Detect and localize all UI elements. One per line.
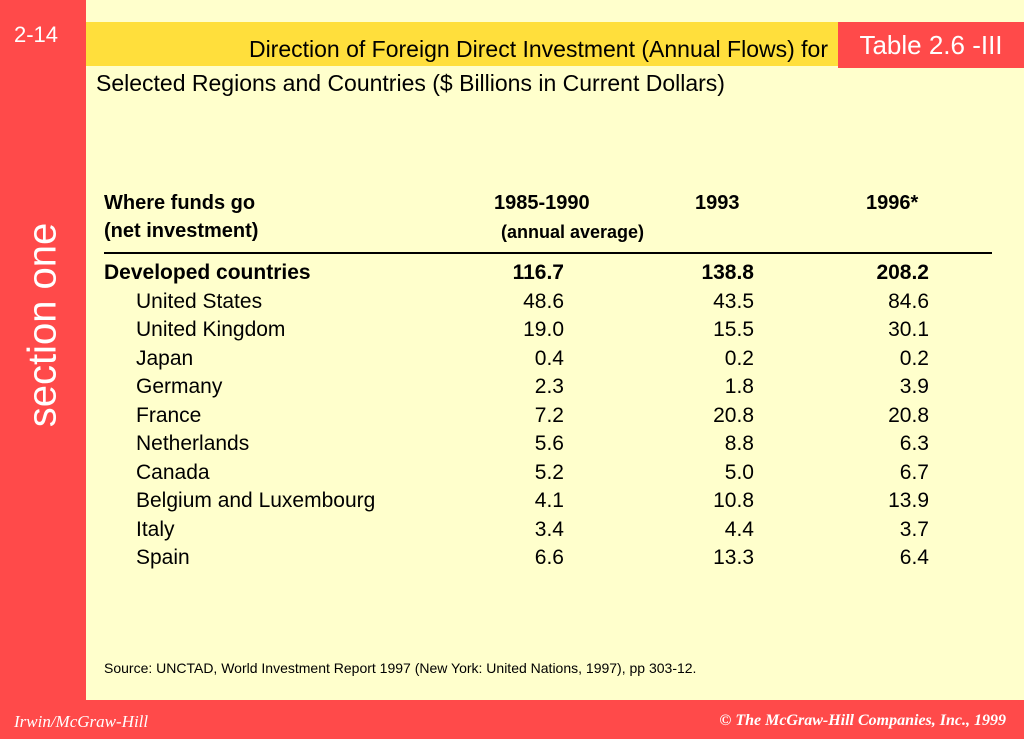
row-value-1996: 13.9 bbox=[888, 489, 929, 512]
row-name: Belgium and Luxembourg bbox=[136, 489, 376, 512]
copyright-right: © The McGraw-Hill Companies, Inc., 1999 bbox=[719, 712, 1006, 729]
table-row: Canada 5.2 5.0 6.7 bbox=[104, 461, 994, 490]
header-rule bbox=[104, 252, 992, 254]
header-where-funds-go: Where funds go bbox=[104, 192, 256, 214]
row-value-1996: 20.8 bbox=[888, 403, 929, 427]
row-value-1993: 15.5 bbox=[713, 318, 754, 341]
table-row: Italy 3.4 4.4 3.7 bbox=[104, 518, 994, 547]
row-value-1993: 0.2 bbox=[724, 346, 754, 370]
row-value-1985-1990: 4.1 bbox=[534, 489, 564, 512]
section-label: section one bbox=[20, 222, 65, 428]
row-value-1996: 84.6 bbox=[888, 289, 929, 313]
source-note: Source: UNCTAD, World Investment Report … bbox=[104, 660, 697, 676]
row-value-1996: 0.2 bbox=[899, 346, 929, 370]
table-row: France 7.2 20.8 20.8 bbox=[104, 404, 994, 433]
header-1985-1990: 1985-1990 bbox=[494, 192, 590, 214]
table-row: Developed countries 116.7 138.8 208.2 bbox=[104, 261, 994, 290]
table-row: Netherlands 5.6 8.8 6.3 bbox=[104, 432, 994, 461]
table-row: United States 48.6 43.5 84.6 bbox=[104, 290, 994, 319]
row-value-1996: 30.1 bbox=[888, 318, 929, 341]
row-value-1993: 13.3 bbox=[713, 546, 754, 569]
row-name: Spain bbox=[136, 546, 190, 569]
table-body: Developed countries 116.7 138.8 208.2 Un… bbox=[104, 261, 994, 575]
row-name: Japan bbox=[136, 346, 194, 370]
row-value-1985-1990: 48.6 bbox=[523, 289, 564, 313]
table-row: United Kingdom 19.0 15.5 30.1 bbox=[104, 318, 994, 347]
title-line-2: Selected Regions and Countries ($ Billio… bbox=[96, 70, 725, 96]
row-name: France bbox=[136, 403, 202, 427]
left-sidebar-bar bbox=[0, 0, 86, 739]
footer-bar bbox=[0, 700, 1024, 739]
row-name: Netherlands bbox=[136, 432, 250, 455]
row-name: Developed countries bbox=[104, 261, 311, 284]
row-value-1993: 4.4 bbox=[724, 517, 754, 541]
content-background bbox=[86, 0, 1024, 700]
row-value-1985-1990: 6.6 bbox=[534, 546, 564, 569]
publisher-left: Irwin/McGraw-Hill bbox=[14, 712, 149, 731]
header-1993: 1993 bbox=[695, 192, 740, 214]
fdi-table: Where funds go (net investment) 1985-199… bbox=[104, 192, 994, 569]
row-name: Italy bbox=[136, 517, 175, 541]
table-row: Spain 6.6 13.3 6.4 bbox=[104, 546, 994, 575]
row-value-1985-1990: 3.4 bbox=[534, 517, 564, 541]
title-band bbox=[86, 22, 838, 66]
row-value-1993: 5.0 bbox=[724, 460, 754, 484]
table-row: Germany 2.3 1.8 3.9 bbox=[104, 375, 994, 404]
row-value-1993: 1.8 bbox=[724, 375, 754, 398]
row-value-1985-1990: 2.3 bbox=[534, 375, 564, 398]
row-value-1993: 138.8 bbox=[701, 261, 754, 284]
row-value-1996: 208.2 bbox=[876, 261, 929, 284]
row-value-1985-1990: 5.6 bbox=[534, 432, 564, 455]
title-line-1: Direction of Foreign Direct Investment (… bbox=[248, 36, 828, 62]
table-header: Where funds go (net investment) 1985-199… bbox=[104, 192, 994, 248]
row-value-1996: 3.7 bbox=[899, 517, 929, 541]
row-name: United Kingdom bbox=[136, 318, 286, 341]
row-value-1996: 3.9 bbox=[899, 375, 929, 398]
header-annual-average: (annual average) bbox=[501, 222, 645, 242]
slide-title: Direction of Foreign Direct Investment (… bbox=[96, 32, 836, 100]
header-1996: 1996* bbox=[866, 192, 919, 214]
row-value-1985-1990: 7.2 bbox=[534, 403, 564, 427]
table-row: Belgium and Luxembourg 4.1 10.8 13.9 bbox=[104, 489, 994, 518]
slide-number: 2-14 bbox=[14, 22, 59, 47]
row-value-1996: 6.4 bbox=[899, 546, 929, 569]
row-value-1985-1990: 116.7 bbox=[512, 261, 564, 284]
row-value-1993: 43.5 bbox=[713, 289, 754, 313]
row-value-1993: 20.8 bbox=[713, 403, 754, 427]
table-row: Japan 0.4 0.2 0.2 bbox=[104, 347, 994, 376]
row-name: Canada bbox=[136, 460, 210, 484]
row-value-1993: 8.8 bbox=[724, 432, 754, 455]
row-name: Germany bbox=[136, 375, 223, 398]
row-name: United States bbox=[136, 289, 263, 313]
row-value-1996: 6.3 bbox=[899, 432, 929, 455]
row-value-1985-1990: 5.2 bbox=[534, 460, 564, 484]
row-value-1996: 6.7 bbox=[899, 460, 929, 484]
row-value-1993: 10.8 bbox=[713, 489, 754, 512]
row-value-1985-1990: 0.4 bbox=[534, 346, 564, 370]
row-value-1985-1990: 19.0 bbox=[523, 318, 564, 341]
table-tag: Table 2.6 -III bbox=[838, 22, 1024, 68]
header-net-investment: (net investment) bbox=[104, 220, 259, 242]
